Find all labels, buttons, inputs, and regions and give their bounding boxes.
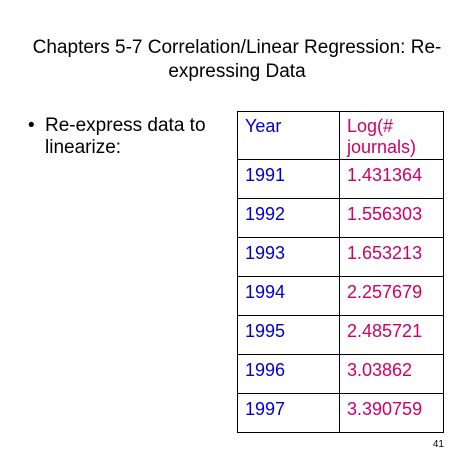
bullet-text: Re-express data to linearize: — [45, 115, 228, 159]
bullet-marker: • — [28, 115, 35, 136]
bullet-text-line-2: linearize: — [45, 137, 122, 158]
table-row: 1995 2.485721 — [237, 315, 444, 355]
slide-title-line-2: expressing Data — [168, 61, 306, 82]
table-row: 1991 1.431364 — [237, 159, 444, 199]
cell-log: 3.03862 — [339, 354, 444, 394]
cell-log: 2.485721 — [339, 315, 444, 355]
header-log-journals: Log(# journals) — [339, 111, 444, 160]
data-table: Year Log(# journals) 1991 1.431364 1992 1… — [237, 111, 444, 433]
slide-title-line-1: Chapters 5-7 Correlation/Linear Regressi… — [32, 37, 442, 58]
cell-log: 1.556303 — [339, 198, 444, 238]
table-row: 1994 2.257679 — [237, 276, 444, 316]
bullet-item: • Re-express data to linearize: — [28, 115, 228, 159]
bullet-list: • Re-express data to linearize: — [28, 115, 228, 159]
cell-log: 2.257679 — [339, 276, 444, 316]
slide-title: Chapters 5-7 Correlation/Linear Regressi… — [20, 36, 454, 84]
cell-year: 1995 — [237, 315, 340, 355]
table-row: 1996 3.03862 — [237, 354, 444, 394]
cell-year: 1993 — [237, 237, 340, 277]
cell-log: 3.390759 — [339, 393, 444, 433]
cell-log: 1.653213 — [339, 237, 444, 277]
table-header-row: Year Log(# journals) — [237, 111, 444, 160]
header-year: Year — [237, 111, 340, 160]
cell-year: 1994 — [237, 276, 340, 316]
cell-year: 1996 — [237, 354, 340, 394]
table-row: 1993 1.653213 — [237, 237, 444, 277]
cell-year: 1991 — [237, 159, 340, 199]
cell-year: 1992 — [237, 198, 340, 238]
bullet-text-line-1: Re-express data to — [45, 115, 206, 136]
table-row: 1997 3.390759 — [237, 393, 444, 433]
page-number: 41 — [432, 439, 444, 450]
cell-year: 1997 — [237, 393, 340, 433]
table-row: 1992 1.556303 — [237, 198, 444, 238]
cell-log: 1.431364 — [339, 159, 444, 199]
